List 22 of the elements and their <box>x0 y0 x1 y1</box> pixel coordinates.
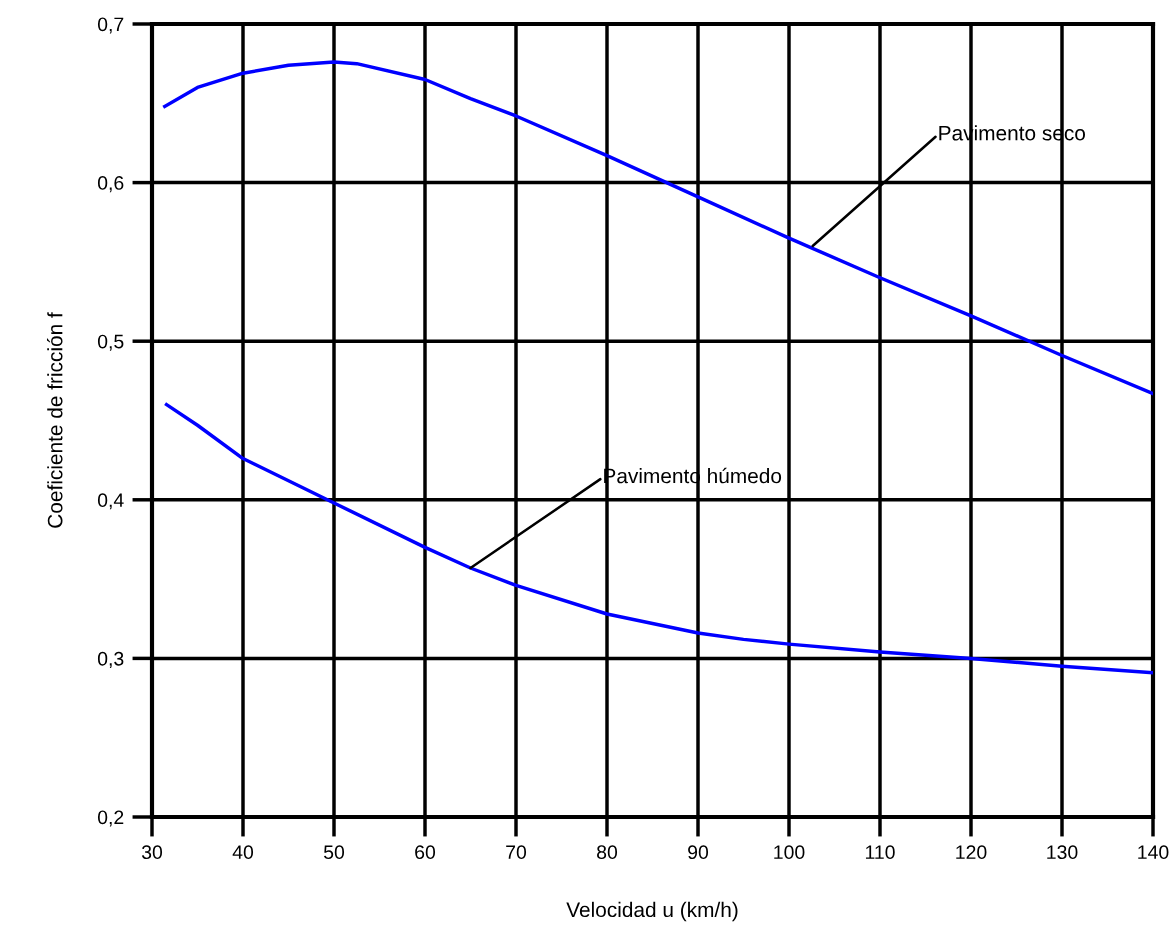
line-series <box>163 60 1153 396</box>
x-tick-label: 140 <box>1138 845 1169 860</box>
x-tick-label: 30 <box>141 845 163 860</box>
y-tick-label: 0,7 <box>97 17 124 34</box>
y-tick-label: 0,6 <box>97 176 124 193</box>
x-tick-label: 40 <box>232 845 254 860</box>
y-tick-label: 0,2 <box>97 810 124 827</box>
x-tick-label: 80 <box>597 845 618 860</box>
x-tick-label: 70 <box>506 845 527 860</box>
line-series <box>164 402 1153 675</box>
y-axis-title: Coeficiente de fricción f <box>46 312 63 528</box>
x-tick-label: 50 <box>323 845 345 860</box>
y-tick-label: 0,3 <box>97 651 124 668</box>
y-tick-label: 0,4 <box>97 493 124 510</box>
x-tick-label: 60 <box>415 845 436 860</box>
x-tick-label: 130 <box>1047 845 1078 860</box>
x-tick-label: 120 <box>956 845 987 860</box>
x-tick-label: 100 <box>774 845 805 860</box>
x-tick-label: 90 <box>688 845 709 860</box>
x-axis-title: Velocidad u (km/h) <box>566 901 738 922</box>
x-tick-label: 110 <box>865 845 895 860</box>
y-tick-label: 0,5 <box>97 334 124 351</box>
